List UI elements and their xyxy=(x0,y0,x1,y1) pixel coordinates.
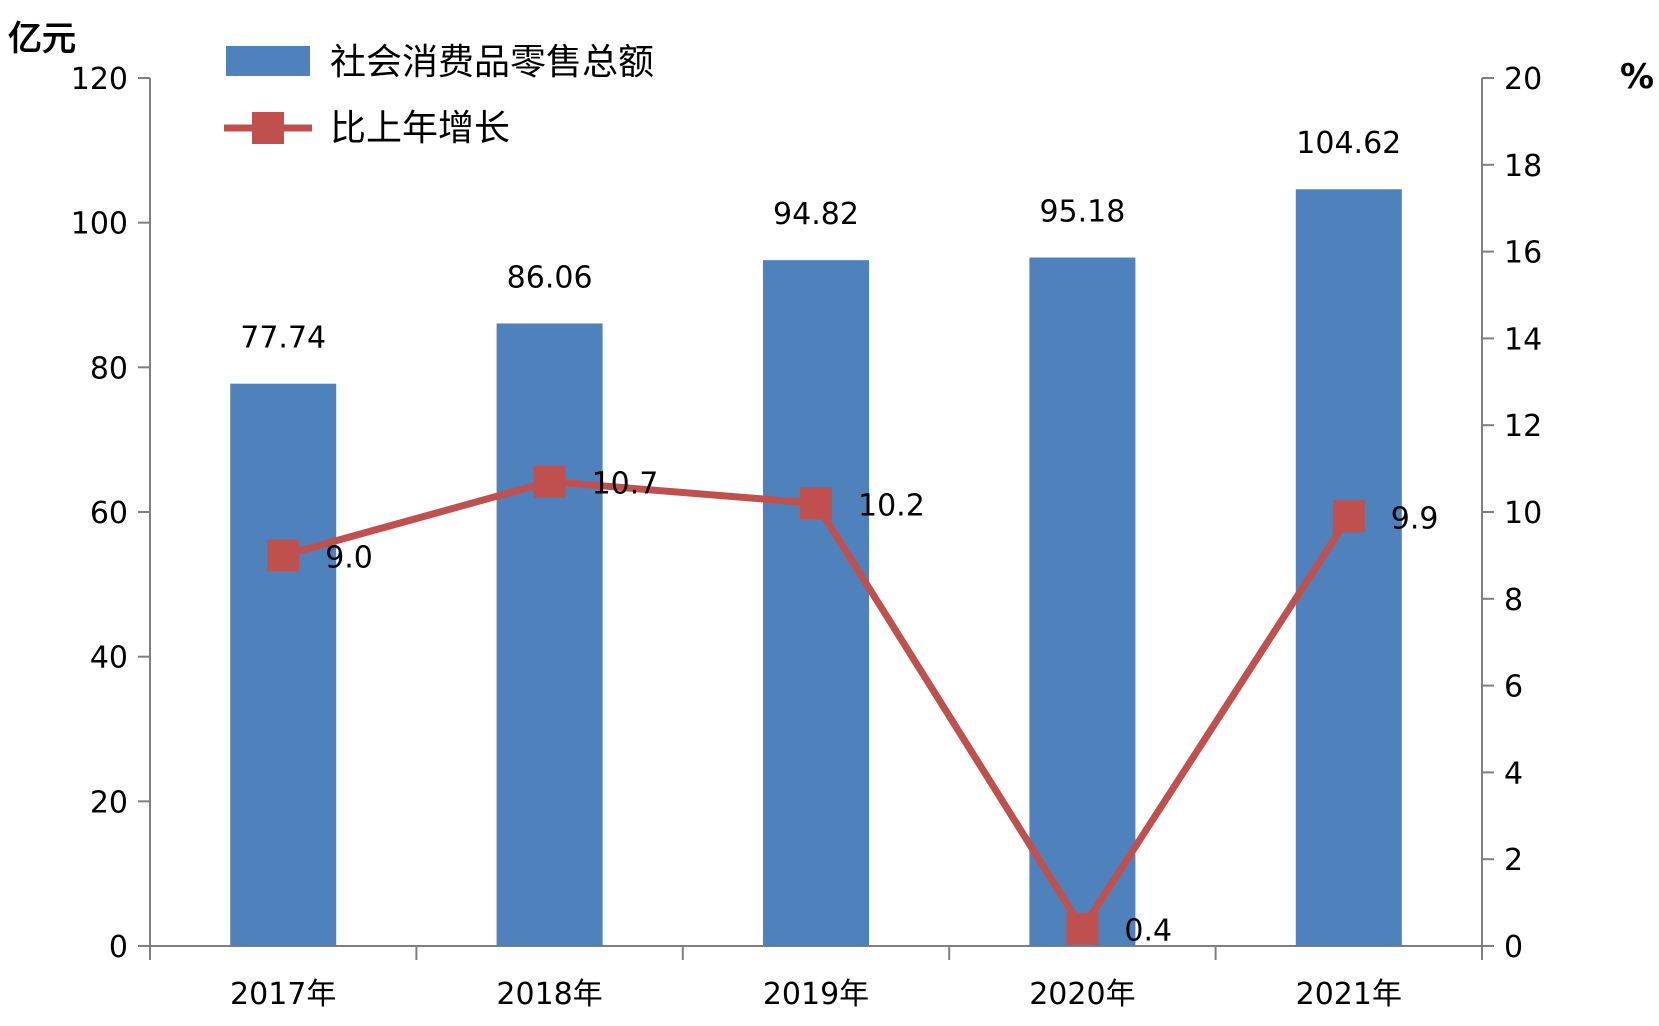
x-tick-label: 2019年 xyxy=(763,977,869,1012)
right-tick-label: 14 xyxy=(1504,322,1542,357)
right-tick-label: 10 xyxy=(1504,496,1542,531)
bar xyxy=(230,383,337,946)
left-tick-label: 100 xyxy=(71,207,128,242)
line-marker xyxy=(533,465,566,498)
line-marker xyxy=(267,539,300,572)
line-value-label: 10.7 xyxy=(592,467,659,502)
x-tick-label: 2018年 xyxy=(496,977,602,1012)
x-tick-label: 2021年 xyxy=(1296,977,1402,1012)
left-tick-label: 60 xyxy=(90,496,128,531)
line-value-label: 0.4 xyxy=(1124,914,1172,949)
right-tick-label: 18 xyxy=(1504,149,1542,184)
left-tick-label: 120 xyxy=(71,62,128,97)
right-tick-label: 20 xyxy=(1504,62,1542,97)
line-value-label: 10.2 xyxy=(858,488,925,523)
line-marker xyxy=(1066,912,1099,945)
bar xyxy=(1029,257,1136,946)
right-tick-label: 6 xyxy=(1504,670,1523,705)
legend-bar-label: 社会消费品零售总额 xyxy=(330,42,654,83)
bar-value-label: 95.18 xyxy=(1039,195,1125,230)
left-axis-unit: 亿元 xyxy=(8,19,76,59)
right-axis-unit: % xyxy=(1620,57,1654,97)
bar-series xyxy=(230,189,1402,947)
line-value-label: 9.9 xyxy=(1391,501,1439,536)
legend-bar-swatch xyxy=(226,46,310,76)
legend-line-label: 比上年增长 xyxy=(330,108,510,149)
legend-line-marker xyxy=(252,112,284,144)
right-tick-label: 12 xyxy=(1504,409,1542,444)
bar-value-label: 86.06 xyxy=(507,260,593,295)
bar xyxy=(763,260,869,946)
right-tick-label: 8 xyxy=(1504,583,1523,618)
line-series xyxy=(267,465,1365,945)
left-tick-label: 40 xyxy=(90,641,128,676)
line-marker xyxy=(800,487,832,520)
x-tick-label: 2020年 xyxy=(1029,977,1135,1012)
data-labels: 77.74 86.06 94.82 95.18 104.62 9.0 10.7 10.2 0.4… xyxy=(240,126,1438,948)
bar-value-label: 104.62 xyxy=(1296,126,1401,161)
right-tick-label: 4 xyxy=(1504,756,1523,791)
line-value-label: 9.0 xyxy=(325,540,373,575)
left-tick-label: 0 xyxy=(109,930,128,965)
left-tick-label: 80 xyxy=(90,351,128,386)
right-tick-label: 0 xyxy=(1504,930,1523,965)
line-marker xyxy=(1332,500,1365,533)
x-tick-label: 2017年 xyxy=(230,977,336,1012)
bar-value-label: 77.74 xyxy=(240,321,326,356)
right-tick-label: 16 xyxy=(1504,236,1542,271)
bar xyxy=(496,323,603,946)
right-tick-label: 2 xyxy=(1504,843,1523,878)
left-tick-label: 20 xyxy=(90,785,128,820)
axes: 0 20 40 60 80 100 120 0 2 4 6 8 10 12 14 16 18 20 2017年 201… xyxy=(71,62,1542,1012)
bar-value-label: 94.82 xyxy=(773,197,859,232)
legend: 社会消费品零售总额 比上年增长 xyxy=(224,42,654,149)
